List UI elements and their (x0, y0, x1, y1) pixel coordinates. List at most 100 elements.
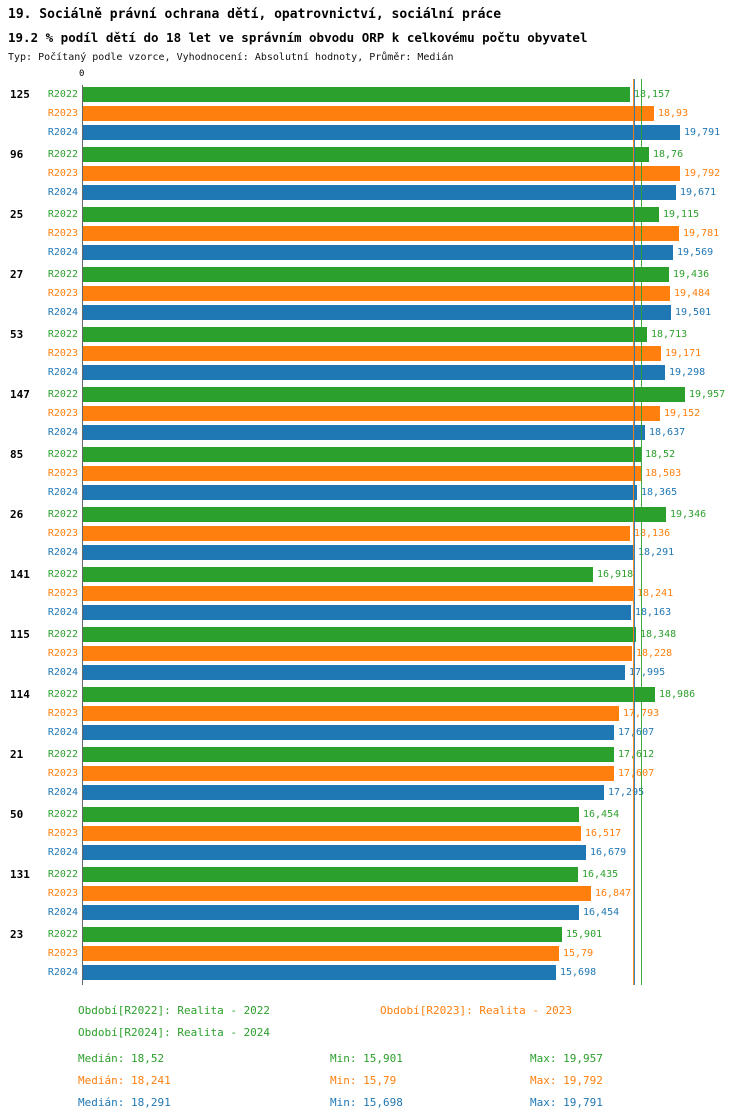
value-label: 18,52 (645, 449, 676, 460)
series-label: R2023 (47, 468, 78, 479)
group-bars: R2022 18,986 R2023 17,793 R2024 17,607 (34, 685, 750, 742)
bar-r2024 (82, 845, 586, 860)
bar-r2022 (82, 627, 636, 642)
bar-r2024 (82, 785, 604, 800)
series-label: R2022 (47, 89, 78, 100)
bar-r2023 (82, 766, 614, 781)
series-label: R2023 (47, 108, 78, 119)
bar-r2023 (82, 526, 630, 541)
bar-row: R2022 18,157 (34, 85, 750, 104)
bar-row: R2023 18,136 (34, 524, 750, 543)
group-bars: R2022 16,435 R2023 16,847 R2024 16,454 (34, 865, 750, 922)
bar-r2022 (82, 807, 579, 822)
bar-row: R2024 16,679 (34, 843, 750, 862)
group-bars: R2022 16,454 R2023 16,517 R2024 16,679 (34, 805, 750, 862)
bar-r2022 (82, 387, 685, 402)
bar-row: R2024 18,365 (34, 483, 750, 502)
axis-zero-label: 0 (79, 69, 85, 79)
value-label: 19,781 (683, 228, 720, 239)
stats-row-r2024: Medián: 18,291 Min: 15,698 Max: 19,791 (78, 1091, 750, 1113)
series-label: R2024 (47, 247, 78, 258)
bar-row: R2023 19,792 (34, 164, 750, 183)
stats-row-r2023: Medián: 18,241 Min: 15,79 Max: 19,792 (78, 1069, 750, 1091)
value-label: 19,436 (673, 269, 710, 280)
chart-group: 21 R2022 17,612 R2023 17,607 R2024 17,295 (0, 745, 750, 802)
category-label: 141 (10, 568, 30, 581)
series-label: R2024 (47, 847, 78, 858)
series-label: R2023 (47, 348, 78, 359)
value-label: 19,501 (675, 307, 712, 318)
bar-row: R2022 18,76 (34, 145, 750, 164)
stat-median-r2024: Medián: 18,291 (78, 1095, 171, 1109)
bar-row: R2023 18,241 (34, 584, 750, 603)
bar-row: R2023 18,503 (34, 464, 750, 483)
stats-row-r2022: Medián: 18,52 Min: 15,901 Max: 19,957 (78, 1047, 750, 1069)
series-label: R2022 (47, 149, 78, 160)
value-label: 19,171 (665, 348, 702, 359)
chart-group: 26 R2022 19,346 R2023 18,136 R2024 18,291 (0, 505, 750, 562)
bar-r2022 (82, 567, 593, 582)
category-label: 25 (10, 208, 24, 221)
bar-r2024 (82, 245, 673, 260)
group-bars: R2022 18,157 R2023 18,93 R2024 19,791 (34, 85, 750, 142)
median-line-r2022 (641, 79, 643, 985)
series-label: R2022 (47, 689, 78, 700)
group-bars: R2022 19,436 R2023 19,484 R2024 19,501 (34, 265, 750, 322)
group-bars: R2022 18,348 R2023 18,228 R2024 17,995 (34, 625, 750, 682)
series-label: R2022 (47, 809, 78, 820)
value-label: 19,298 (669, 367, 706, 378)
value-label: 18,348 (640, 629, 677, 640)
value-label: 15,79 (563, 948, 594, 959)
series-label: R2023 (47, 768, 78, 779)
category-label: 23 (10, 928, 24, 941)
value-label: 19,346 (670, 509, 707, 520)
bar-row: R2022 15,901 (34, 925, 750, 944)
bar-r2022 (82, 327, 647, 342)
group-bars: R2022 15,901 R2023 15,79 R2024 15,698 (34, 925, 750, 982)
chart-group: 114 R2022 18,986 R2023 17,793 R2024 17,607 (0, 685, 750, 742)
stat-min-r2023: Min: 15,79 (330, 1073, 397, 1087)
bar-r2024 (82, 665, 625, 680)
series-label: R2023 (47, 228, 78, 239)
bar-row: R2023 19,171 (34, 344, 750, 363)
bar-r2023 (82, 106, 654, 121)
stat-median-r2023: Medián: 18,241 (78, 1073, 171, 1087)
series-label: R2024 (47, 667, 78, 678)
value-label: 16,454 (583, 907, 620, 918)
bar-row: R2024 18,163 (34, 603, 750, 622)
series-label: R2024 (47, 907, 78, 918)
series-label: R2022 (47, 869, 78, 880)
stat-max-r2022: Max: 19,957 (530, 1051, 603, 1065)
bar-row: R2022 18,52 (34, 445, 750, 464)
legend-item-r2024: Období[R2024]: Realita - 2024 (78, 1025, 271, 1039)
bar-r2024 (82, 305, 671, 320)
value-label: 19,791 (684, 127, 721, 138)
series-label: R2023 (47, 708, 78, 719)
group-bars: R2022 19,957 R2023 19,152 R2024 18,637 (34, 385, 750, 442)
bar-row: R2023 15,79 (34, 944, 750, 963)
legend-item-r2022: Období[R2022]: Realita - 2022 (78, 1003, 271, 1017)
category-label: 85 (10, 448, 24, 461)
category-label: 114 (10, 688, 30, 701)
bar-row: R2022 17,612 (34, 745, 750, 764)
y-axis-line (82, 85, 83, 985)
category-label: 115 (10, 628, 30, 641)
value-label: 18,241 (637, 588, 674, 599)
chart-group: 96 R2022 18,76 R2023 19,792 R2024 19,671 (0, 145, 750, 202)
bar-row: R2023 19,781 (34, 224, 750, 243)
value-label: 17,793 (623, 708, 659, 719)
value-label: 15,698 (560, 967, 597, 978)
series-label: R2023 (47, 168, 78, 179)
category-label: 147 (10, 388, 30, 401)
value-label: 16,679 (590, 847, 627, 858)
series-label: R2022 (47, 329, 78, 340)
bar-row: R2024 19,791 (34, 123, 750, 142)
bar-row: R2022 19,346 (34, 505, 750, 524)
value-label: 18,986 (659, 689, 696, 700)
category-label: 125 (10, 88, 30, 101)
stat-max-r2023: Max: 19,792 (530, 1073, 603, 1087)
bar-r2024 (82, 365, 665, 380)
legend-item-r2023: Období[R2023]: Realita - 2023 (380, 1003, 573, 1017)
category-label: 96 (10, 148, 24, 161)
value-label: 17,612 (618, 749, 655, 760)
